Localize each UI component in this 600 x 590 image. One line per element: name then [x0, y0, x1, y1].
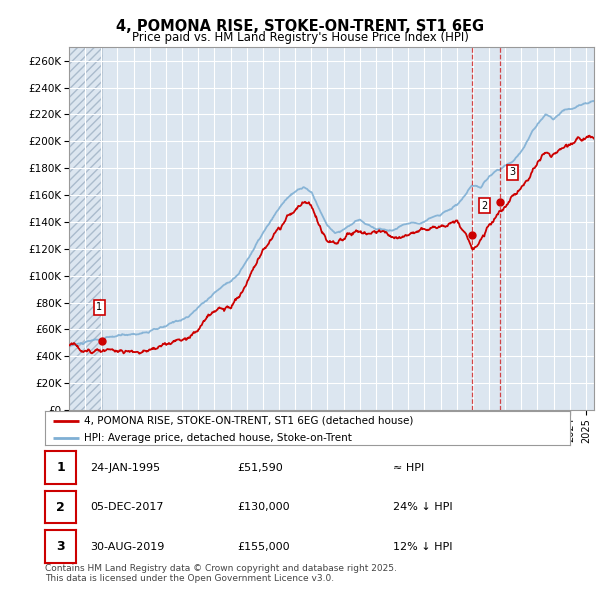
- Text: 30-AUG-2019: 30-AUG-2019: [90, 542, 164, 552]
- Text: Contains HM Land Registry data © Crown copyright and database right 2025.
This d: Contains HM Land Registry data © Crown c…: [45, 563, 397, 583]
- Text: 24% ↓ HPI: 24% ↓ HPI: [393, 502, 452, 512]
- Text: 2: 2: [481, 201, 488, 211]
- Text: Price paid vs. HM Land Registry's House Price Index (HPI): Price paid vs. HM Land Registry's House …: [131, 31, 469, 44]
- Text: £130,000: £130,000: [237, 502, 290, 512]
- Text: 1: 1: [96, 302, 102, 312]
- Text: £155,000: £155,000: [237, 542, 290, 552]
- Text: 3: 3: [56, 540, 65, 553]
- Text: 1: 1: [56, 461, 65, 474]
- Text: 05-DEC-2017: 05-DEC-2017: [90, 502, 163, 512]
- Text: 3: 3: [509, 167, 516, 177]
- Text: HPI: Average price, detached house, Stoke-on-Trent: HPI: Average price, detached house, Stok…: [85, 433, 352, 443]
- Text: 24-JAN-1995: 24-JAN-1995: [90, 463, 160, 473]
- Bar: [69, 47, 103, 410]
- Text: 2: 2: [56, 500, 65, 514]
- Text: 4, POMONA RISE, STOKE-ON-TRENT, ST1 6EG (detached house): 4, POMONA RISE, STOKE-ON-TRENT, ST1 6EG …: [85, 416, 414, 426]
- Text: 12% ↓ HPI: 12% ↓ HPI: [393, 542, 452, 552]
- Text: ≈ HPI: ≈ HPI: [393, 463, 424, 473]
- Text: £51,590: £51,590: [237, 463, 283, 473]
- Text: 4, POMONA RISE, STOKE-ON-TRENT, ST1 6EG: 4, POMONA RISE, STOKE-ON-TRENT, ST1 6EG: [116, 19, 484, 34]
